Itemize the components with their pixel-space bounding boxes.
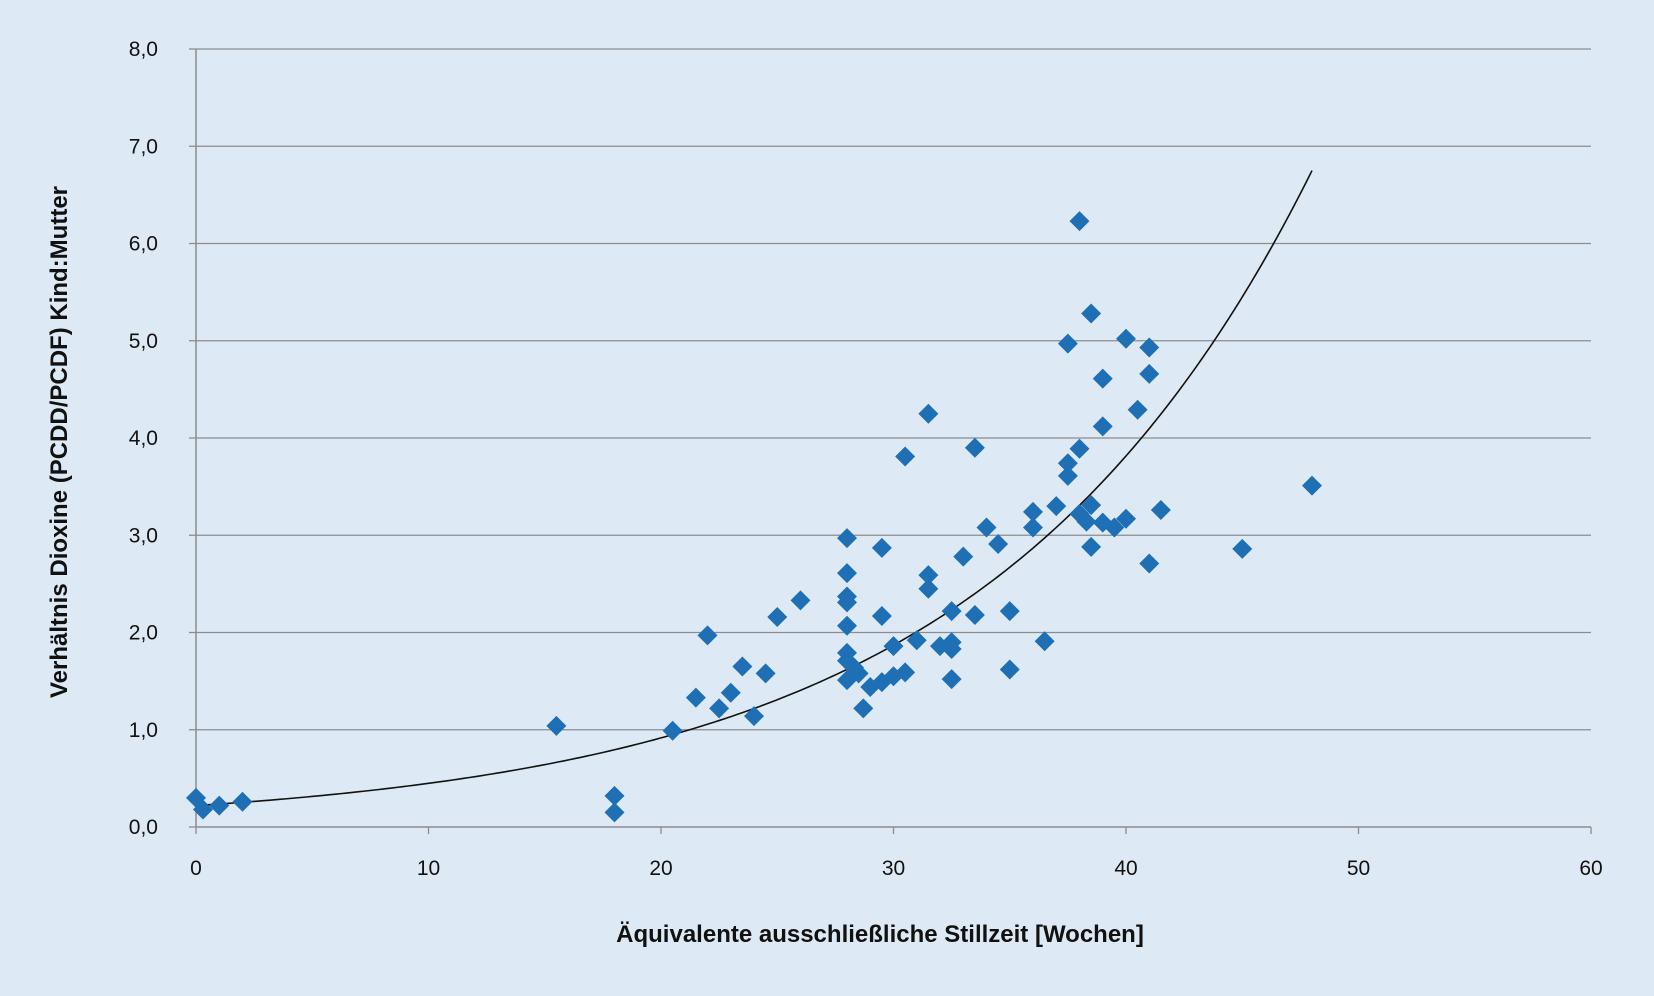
data-points <box>186 211 1322 823</box>
x-axis-title: Äquivalente ausschließliche Stillzeit [W… <box>616 921 1144 948</box>
y-tick-label: 7,0 <box>129 135 158 158</box>
data-point <box>790 590 811 611</box>
data-point <box>1302 475 1322 496</box>
data-point <box>604 802 625 823</box>
data-point <box>1057 465 1078 486</box>
data-point <box>941 639 962 660</box>
data-point <box>1116 328 1136 349</box>
data-point <box>744 706 764 727</box>
y-tick-label: 6,0 <box>129 233 158 256</box>
data-point <box>1034 631 1055 652</box>
x-tick-label: 20 <box>649 857 672 880</box>
y-tick-label: 5,0 <box>129 330 158 353</box>
data-point <box>1069 211 1090 232</box>
data-point <box>1232 538 1253 559</box>
x-tick-label: 30 <box>882 857 905 880</box>
y-tick-label: 4,0 <box>129 427 158 450</box>
data-point <box>837 528 857 549</box>
y-tick-label: 2,0 <box>129 622 158 645</box>
data-point <box>837 563 857 584</box>
data-point <box>1076 511 1097 532</box>
y-tick-label: 3,0 <box>129 524 158 547</box>
data-point <box>1092 368 1113 389</box>
data-point <box>1104 517 1125 538</box>
data-point <box>1023 501 1043 522</box>
data-point <box>1092 416 1113 437</box>
data-point <box>853 698 874 719</box>
data-point <box>767 606 788 627</box>
data-point <box>848 663 869 684</box>
data-point <box>1139 553 1160 574</box>
x-tick-label: 40 <box>1114 857 1137 880</box>
data-point <box>709 698 730 719</box>
data-point <box>988 534 1009 555</box>
y-tick-label: 8,0 <box>129 38 158 61</box>
data-point <box>1081 536 1102 557</box>
data-point <box>755 663 776 684</box>
y-tick-label: 1,0 <box>129 719 158 742</box>
gridlines <box>196 48 1591 731</box>
x-tick-label: 60 <box>1579 857 1602 880</box>
data-point <box>1081 495 1102 516</box>
data-point <box>1057 453 1078 474</box>
data-point <box>732 656 753 677</box>
tick-labels: 0,0 1,0 2,0 3,0 4,0 5,0 6,0 7,0 8,0 0 10 20 30 40 50 60 <box>129 38 1603 880</box>
data-point <box>918 565 939 586</box>
data-point <box>918 403 939 424</box>
data-point <box>906 630 927 651</box>
x-tick-label: 10 <box>417 857 440 880</box>
data-point <box>1139 363 1160 384</box>
data-point <box>895 662 916 683</box>
data-point <box>953 546 974 567</box>
data-point <box>192 799 213 820</box>
data-point <box>871 537 892 558</box>
y-tick-label: 0,0 <box>129 816 158 839</box>
data-point <box>837 592 857 613</box>
data-point <box>1069 438 1090 459</box>
data-point <box>941 669 962 690</box>
data-point <box>1081 303 1102 324</box>
data-point <box>1023 517 1043 538</box>
data-point <box>999 659 1020 680</box>
x-tick-label: 50 <box>1347 857 1370 880</box>
data-point <box>604 785 625 806</box>
data-point <box>685 687 706 708</box>
data-point <box>999 601 1020 622</box>
data-point <box>232 791 253 812</box>
data-point <box>697 625 718 646</box>
data-point <box>1150 499 1171 520</box>
data-point <box>918 578 939 599</box>
x-tick-label: 0 <box>190 857 202 880</box>
data-point <box>976 517 997 538</box>
axes <box>189 48 1592 834</box>
data-point <box>837 615 857 636</box>
data-point <box>209 795 230 816</box>
y-axis-title: Verhältnis Dioxine (PCDD/PCDF) Kind:Mutt… <box>46 186 73 698</box>
data-point <box>964 604 985 625</box>
data-point <box>1127 399 1148 420</box>
data-point <box>1139 337 1160 358</box>
data-point <box>662 720 683 741</box>
data-point <box>1116 508 1136 529</box>
data-point <box>895 446 916 467</box>
data-point <box>871 605 892 626</box>
data-point <box>941 601 962 622</box>
data-point <box>1057 333 1078 354</box>
data-point <box>964 437 985 458</box>
data-point <box>546 715 567 736</box>
data-point <box>883 636 904 657</box>
data-point <box>1046 496 1067 517</box>
data-point <box>720 682 741 703</box>
